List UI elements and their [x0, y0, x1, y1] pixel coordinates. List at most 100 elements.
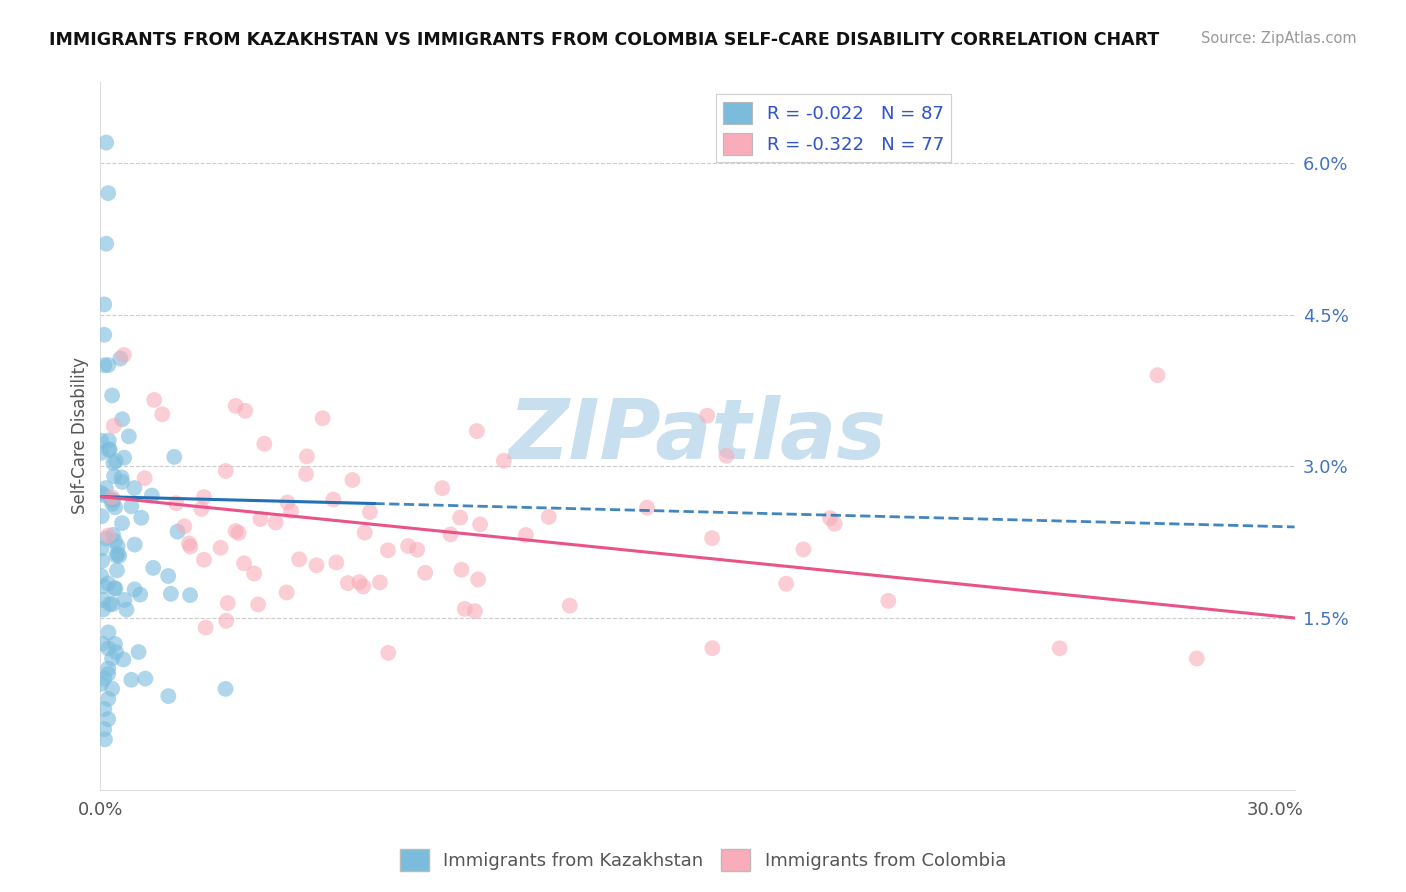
Point [702, 641, 724, 656]
Point [114, 593, 136, 607]
Point [467, 573, 489, 587]
Point [93, 723, 115, 737]
Point [118, 429, 141, 443]
Point [129, 588, 152, 602]
Legend: R = -0.022   N = 87, R = -0.322   N = 77: R = -0.022 N = 87, R = -0.322 N = 77 [716, 95, 952, 162]
Point [537, 510, 560, 524]
Point [492, 454, 515, 468]
Point [112, 348, 135, 362]
Point [193, 490, 215, 504]
Point [110, 470, 132, 484]
Point [93, 358, 115, 372]
Point [225, 524, 247, 538]
Point [93, 297, 115, 311]
Point [396, 539, 419, 553]
Point [276, 495, 298, 509]
Point [247, 598, 270, 612]
Point [877, 594, 900, 608]
Point [124, 481, 146, 495]
Point [228, 525, 250, 540]
Point [225, 399, 247, 413]
Point [276, 585, 298, 599]
Point [91, 602, 114, 616]
Point [465, 424, 488, 438]
Point [430, 481, 453, 495]
Point [124, 582, 146, 597]
Point [97, 576, 120, 591]
Point [352, 579, 374, 593]
Point [349, 575, 371, 590]
Point [143, 392, 166, 407]
Point [141, 489, 163, 503]
Point [716, 449, 738, 463]
Point [97, 691, 120, 706]
Point [353, 525, 375, 540]
Point [110, 351, 132, 366]
Point [120, 500, 142, 514]
Point [93, 488, 115, 502]
Point [377, 646, 399, 660]
Point [449, 510, 471, 524]
Point [214, 681, 236, 696]
Point [101, 651, 124, 665]
Point [179, 588, 201, 602]
Point [94, 732, 117, 747]
Point [97, 712, 120, 726]
Point [91, 637, 114, 651]
Point [90, 486, 112, 500]
Point [98, 442, 121, 457]
Point [342, 473, 364, 487]
Point [464, 604, 486, 618]
Point [101, 491, 124, 505]
Point [377, 543, 399, 558]
Point [101, 597, 124, 611]
Point [93, 579, 115, 593]
Point [104, 582, 127, 596]
Point [454, 602, 477, 616]
Point [1185, 651, 1208, 665]
Point [515, 528, 537, 542]
Point [280, 504, 302, 518]
Point [775, 576, 797, 591]
Point [215, 614, 238, 628]
Point [439, 527, 461, 541]
Point [468, 517, 491, 532]
Point [233, 404, 256, 418]
Point [111, 516, 134, 530]
Point [98, 597, 121, 611]
Legend: Immigrants from Kazakhstan, Immigrants from Colombia: Immigrants from Kazakhstan, Immigrants f… [392, 842, 1014, 879]
Point [104, 534, 127, 549]
Point [295, 450, 318, 464]
Point [134, 471, 156, 485]
Point [1146, 368, 1168, 383]
Point [111, 412, 134, 426]
Point [157, 569, 180, 583]
Point [190, 502, 212, 516]
Point [97, 661, 120, 675]
Point [288, 552, 311, 566]
Point [104, 500, 127, 515]
Point [91, 554, 114, 568]
Point [359, 505, 381, 519]
Point [173, 519, 195, 533]
Point [295, 467, 318, 481]
Point [103, 418, 125, 433]
Point [94, 481, 117, 495]
Point [700, 531, 723, 545]
Y-axis label: Self-Care Disability: Self-Care Disability [72, 358, 89, 515]
Point [90, 541, 112, 556]
Point [93, 702, 115, 716]
Point [108, 549, 131, 563]
Text: ZIPatlas: ZIPatlas [509, 395, 886, 476]
Point [97, 434, 120, 448]
Point [636, 500, 658, 515]
Point [97, 358, 120, 372]
Point [792, 542, 814, 557]
Point [134, 672, 156, 686]
Point [129, 510, 152, 524]
Point [90, 569, 112, 583]
Text: Source: ZipAtlas.com: Source: ZipAtlas.com [1201, 31, 1357, 46]
Point [101, 528, 124, 542]
Point [115, 602, 138, 616]
Point [107, 547, 129, 561]
